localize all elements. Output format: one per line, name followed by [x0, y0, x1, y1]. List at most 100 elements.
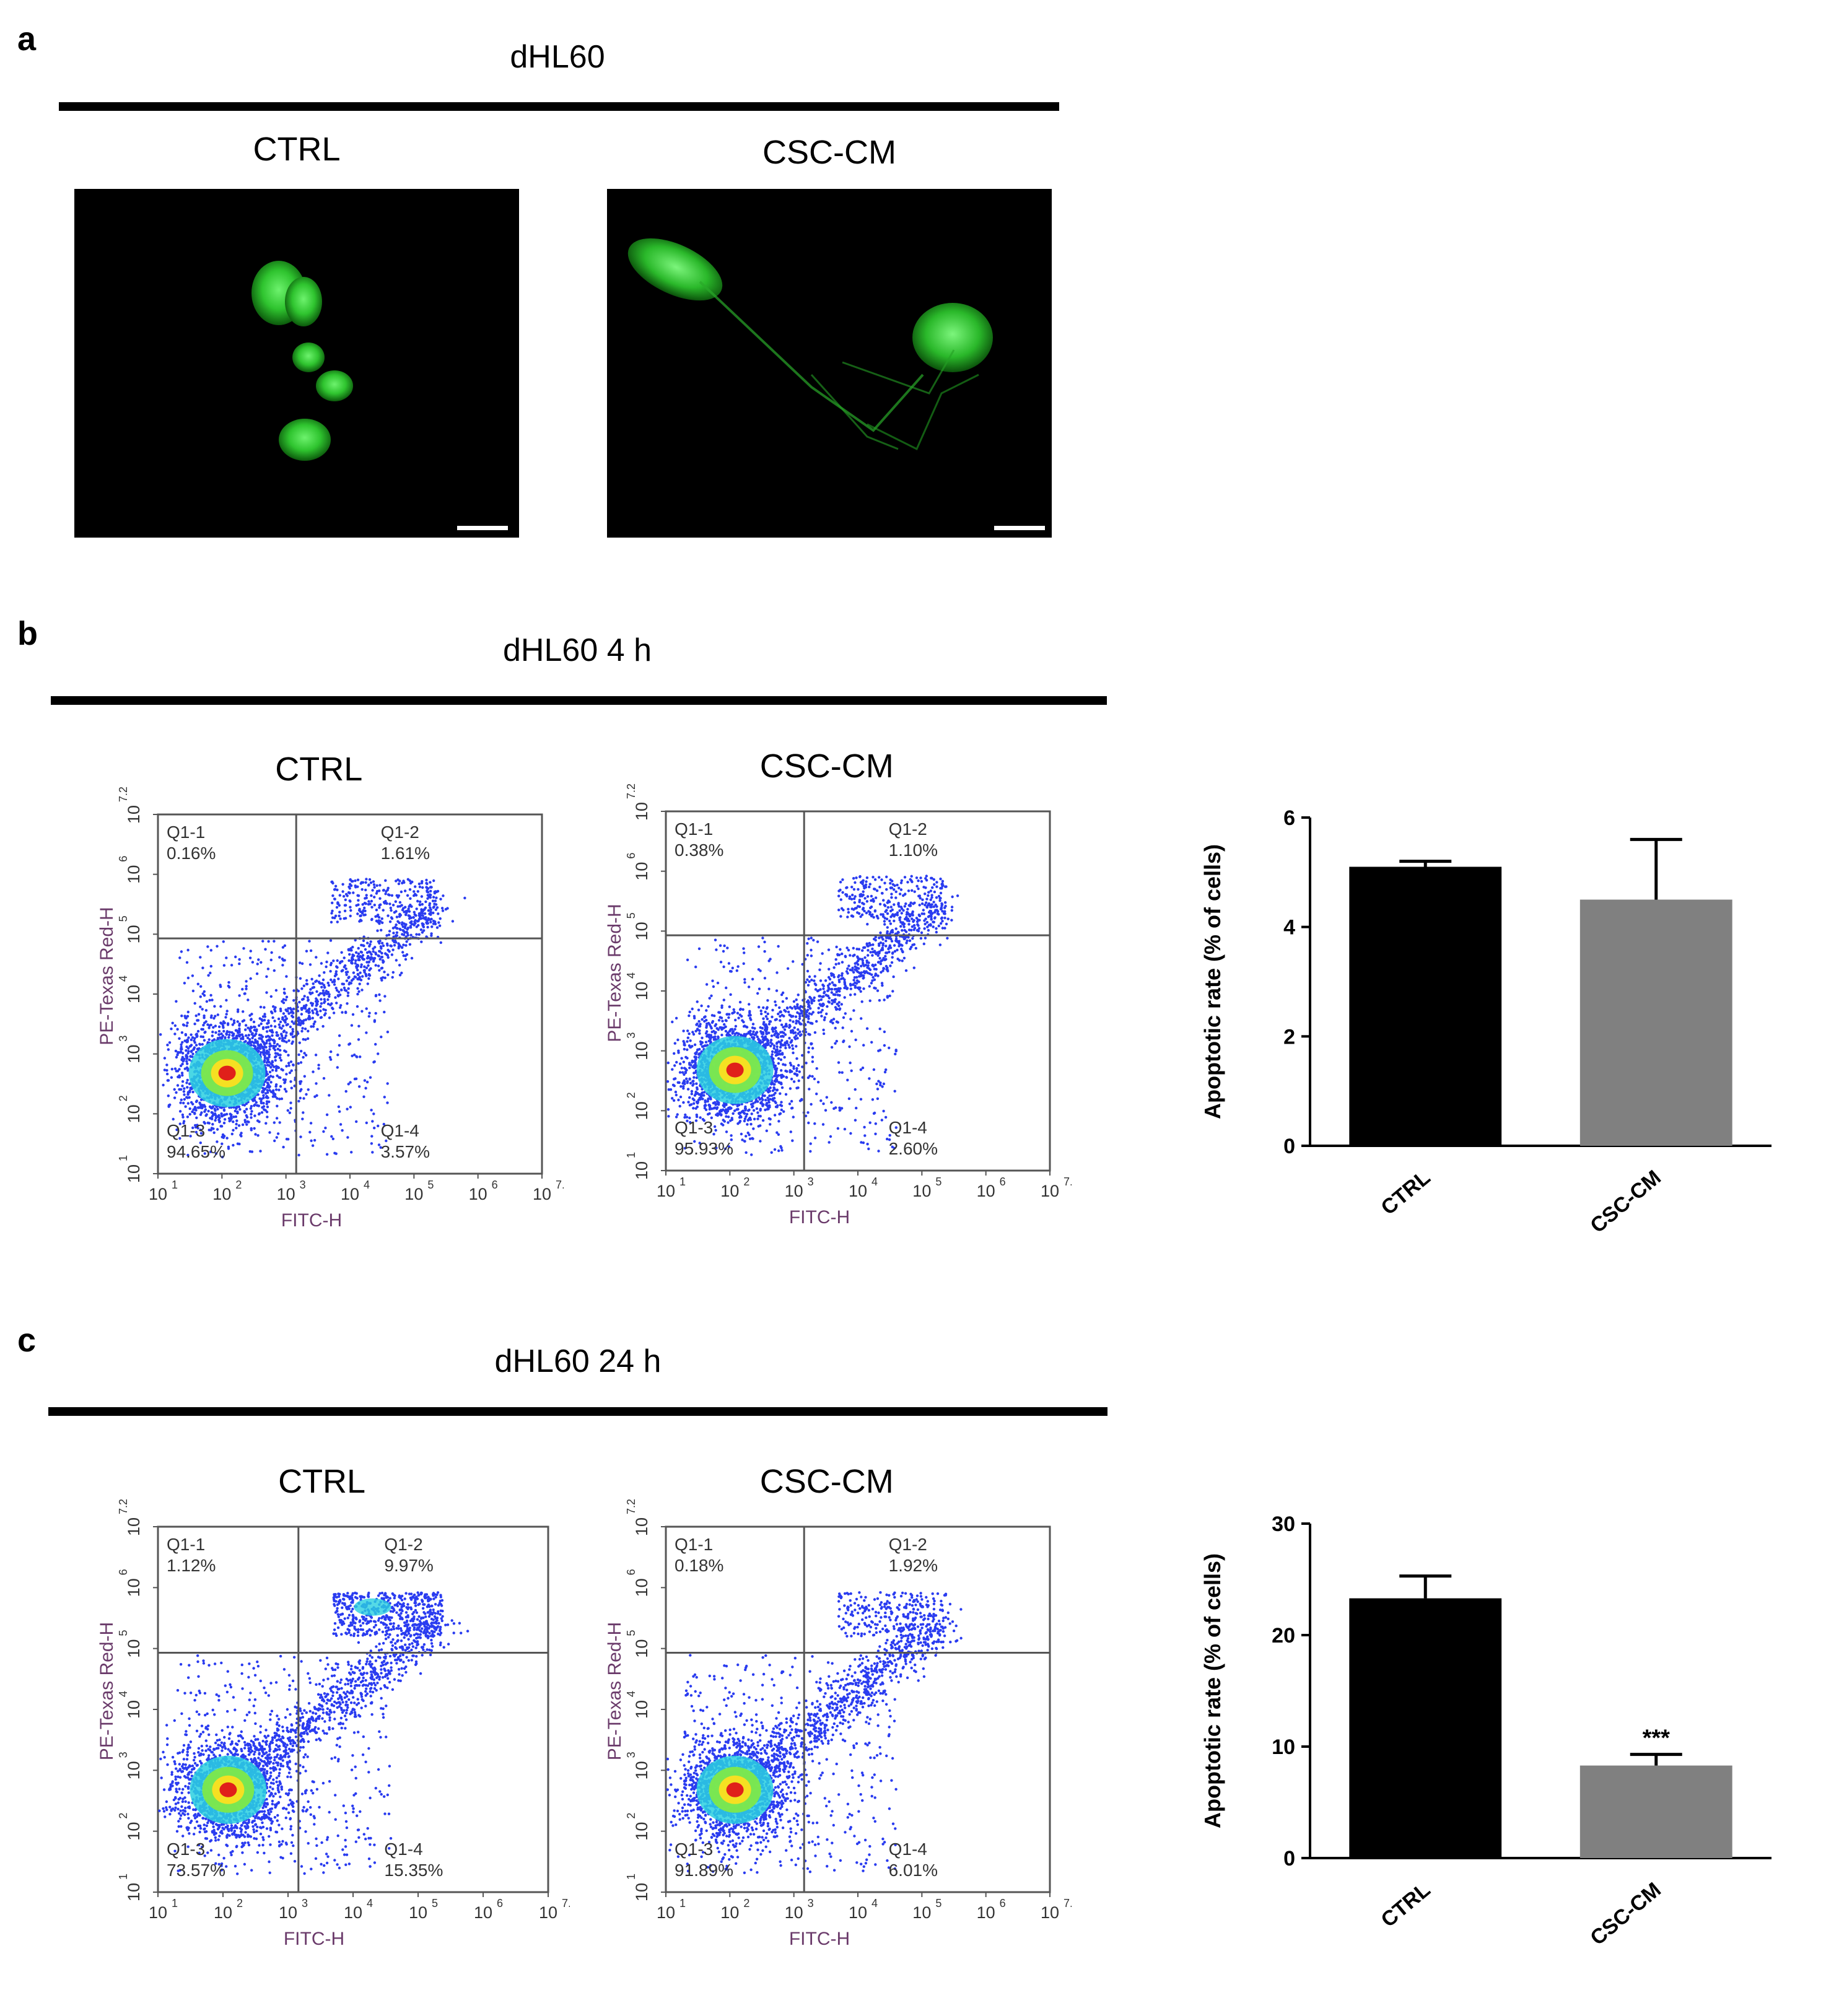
x-tick-label: 10: [279, 1903, 297, 1922]
y-tick-label: 10: [124, 1164, 143, 1183]
x-tick-label: 10: [849, 1182, 867, 1200]
flow-plot-svg: CTRL Q1-1 0.16% Q1-2 1.61% Q1-3 94.65% Q1-4 3.57…: [97, 751, 571, 1231]
y-tick-label: 10: [124, 1822, 143, 1841]
x-tick-label: 10: [409, 1903, 427, 1922]
y-tick-exponent: 1: [117, 1874, 129, 1880]
y-tick-label: 10: [632, 922, 651, 940]
quadrant-label-q1-4: Q1-4: [384, 1839, 422, 1859]
y-tick-label: 10: [124, 1700, 143, 1719]
quadrant-label-q1-1-value: 0.18%: [675, 1556, 723, 1575]
y-tick-label: 10: [124, 985, 143, 1003]
y-axis-label: Apoptotic rate (% of cells): [1200, 844, 1225, 1119]
x-tick-exponent: 3: [808, 1897, 814, 1909]
y-tick-exponent: 4: [117, 1691, 129, 1697]
x-tick-label: 10: [344, 1903, 362, 1922]
x-tick-label: 10: [539, 1903, 557, 1922]
quadrant-label-q1-2: Q1-2: [381, 823, 419, 842]
x-tick-label: 10: [977, 1182, 995, 1200]
x-tick-label: 10: [785, 1182, 803, 1200]
panel-c-title: dHL60 24 h: [494, 1343, 662, 1379]
x-category-label: CTRL: [1377, 1878, 1435, 1932]
y-tick-label: 10: [632, 1517, 651, 1536]
y-tick-exponent: 5: [625, 1630, 637, 1636]
x-tick-exponent: 1: [679, 1176, 686, 1188]
csc-cm-cells-graphic: [627, 238, 993, 451]
x-axis-label: FITC-H: [281, 1210, 342, 1231]
x-tick-label: 10: [404, 1185, 423, 1203]
y-tick-exponent: 2: [117, 1813, 129, 1819]
density-peak-red: [218, 1065, 236, 1081]
y-axis-label: PE-Texas Red-H: [605, 1622, 625, 1760]
quadrant-label-q1-3-value: 73.57%: [167, 1861, 225, 1880]
x-category-label: CSC-CM: [1586, 1166, 1666, 1238]
x-tick-label: 10: [849, 1903, 867, 1922]
x-tick-exponent: 5: [935, 1897, 941, 1909]
y-tick-label: 20: [1272, 1624, 1295, 1647]
quadrant-label-q1-4-value: 15.35%: [384, 1861, 443, 1880]
y-tick-exponent: 1: [625, 1874, 637, 1880]
quadrant-label-q1-3: Q1-3: [675, 1839, 713, 1859]
x-tick-exponent: 7.2: [1064, 1897, 1072, 1909]
y-tick-exponent: 4: [625, 972, 637, 979]
y-tick-label: 30: [1272, 1512, 1295, 1536]
x-tick-exponent: 6: [1000, 1176, 1006, 1188]
y-tick-label: 10: [124, 1761, 143, 1779]
y-tick-label: 10: [124, 1045, 143, 1063]
quadrant-label-q1-2-value: 9.97%: [384, 1556, 433, 1575]
y-tick-label: 10: [632, 1042, 651, 1060]
fluorescence-image-ctrl: [74, 189, 519, 538]
y-tick-exponent: 4: [117, 975, 129, 982]
panel-a-divider: [59, 102, 1059, 111]
x-tick-label: 10: [149, 1903, 167, 1922]
flow-plot-c-ctrl: CTRL Q1-1 1.12% Q1-2 9.97% Q1-3 73.57% Q1-4 15.3…: [93, 1455, 577, 1982]
y-tick-exponent: 7.2: [625, 783, 637, 799]
panel-letter-c: c: [17, 1322, 37, 1359]
quadrant-label-q1-3: Q1-3: [167, 1121, 205, 1140]
quadrant-label-q1-3-value: 95.93%: [675, 1139, 733, 1158]
x-tick-label: 10: [1041, 1182, 1059, 1200]
x-tick-label: 10: [785, 1903, 803, 1922]
x-tick-label: 10: [277, 1185, 295, 1203]
x-axis-label: FITC-H: [789, 1207, 850, 1228]
y-tick-label: 10: [632, 1883, 651, 1901]
y-tick-label: 10: [124, 1639, 143, 1658]
x-tick-exponent: 3: [300, 1179, 306, 1191]
y-tick-label: 10: [124, 1517, 143, 1536]
quadrant-label-q1-4: Q1-4: [889, 1118, 927, 1137]
x-tick-label: 10: [720, 1182, 739, 1200]
y-tick-exponent: 7.2: [117, 787, 129, 802]
x-tick-label: 10: [657, 1182, 675, 1200]
plot-frame: [665, 810, 1051, 1172]
quadrant-label-q1-4-value: 3.57%: [381, 1142, 430, 1161]
x-tick-label: 10: [214, 1903, 232, 1922]
y-tick-label: 10: [632, 1578, 651, 1597]
x-tick-exponent: 4: [872, 1897, 878, 1909]
x-tick-exponent: 3: [302, 1897, 308, 1909]
y-tick-exponent: 7.2: [117, 1499, 129, 1514]
y-tick-exponent: 6: [117, 856, 129, 862]
y-tick-label: 2: [1283, 1025, 1295, 1049]
y-tick-label: 10: [632, 1161, 651, 1180]
panel-b-title: dHL60 4 h: [503, 632, 652, 668]
y-tick-label: 10: [632, 1700, 651, 1719]
quadrant-label-q1-3-value: 94.65%: [167, 1142, 225, 1161]
bar-1: [1579, 1765, 1732, 1858]
density-top-cluster: [354, 1598, 391, 1616]
quadrant-label-q1-1-value: 1.12%: [167, 1556, 216, 1575]
flow-plot-title: CTRL: [275, 751, 362, 788]
y-tick-label: 6: [1283, 806, 1295, 830]
fluorescence-image-csc-cm: [607, 189, 1052, 538]
y-tick-label: 10: [632, 802, 651, 821]
x-tick-exponent: 3: [808, 1176, 814, 1188]
density-peak-red: [726, 1782, 744, 1797]
flow-plot-svg: CSC-CM Q1-10.38% Q1-21.10% Q1-3 95.93% Q1-4 2.…: [605, 748, 1079, 1228]
panel-a-csc-label: CSC-CM: [762, 134, 896, 171]
x-tick-exponent: 7.2: [556, 1179, 564, 1191]
flow-plot-svg: CSC-CM Q1-1 0.18% Q1-2 1.92% Q1-3 91.89% Q1-4 6.…: [605, 1463, 1079, 1949]
y-tick-label: 10: [632, 862, 651, 881]
x-tick-label: 10: [149, 1185, 167, 1203]
bar-chart-b: 0 2 4 6 Apoptotic rate (% of cells) CTRL CSC-C…: [1200, 806, 1771, 1238]
y-tick-label: 10: [124, 805, 143, 824]
panel-letter-b: b: [17, 615, 38, 652]
y-tick-exponent: 5: [117, 1630, 129, 1636]
